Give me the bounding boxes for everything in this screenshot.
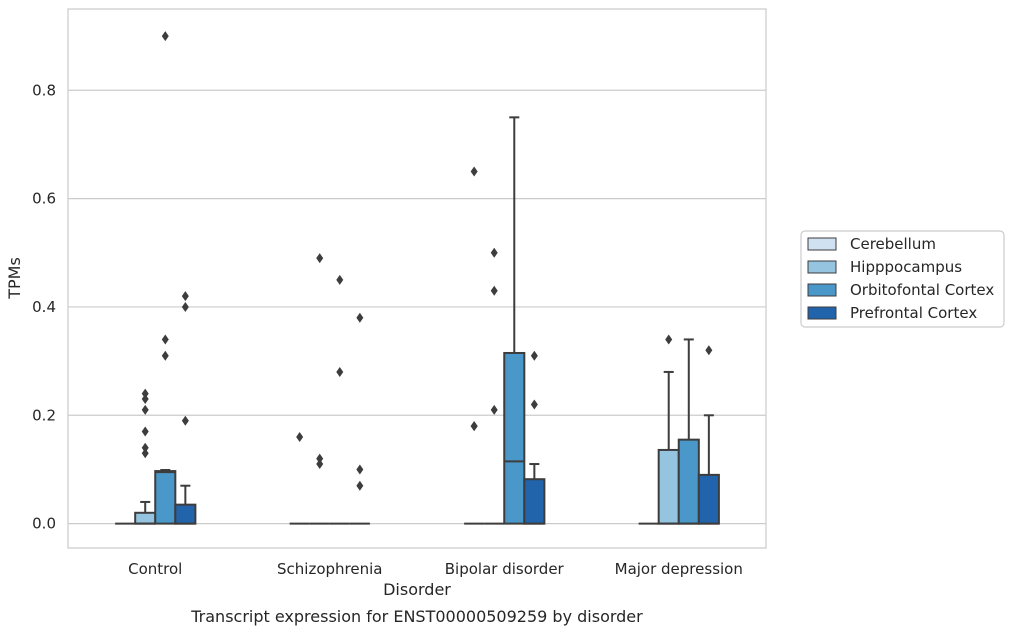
outlier-point: [336, 366, 344, 377]
outlier-point: [181, 415, 189, 426]
outlier-point: [665, 334, 673, 345]
box: [349, 312, 370, 525]
x-tick-label: Major depression: [615, 560, 743, 578]
box: [309, 253, 330, 525]
legend-label: Cerebellum: [850, 235, 936, 253]
box: [154, 31, 177, 525]
box: [503, 116, 526, 525]
box: [697, 345, 720, 525]
outlier-point: [316, 453, 324, 464]
outlier-point: [530, 350, 538, 361]
outlier-point: [316, 253, 324, 264]
outlier-point: [490, 247, 498, 258]
box: [289, 431, 310, 525]
outlier-point: [141, 388, 149, 399]
y-tick-label: 0.2: [32, 406, 56, 424]
y-axis-title: TPMs: [5, 257, 24, 300]
legend: Cerebellum Hipppocampus Orbitofontal Corte…: [800, 230, 1005, 328]
outlier-point: [141, 426, 149, 437]
outlier-point: [161, 31, 169, 42]
legend-swatch: [807, 260, 837, 274]
outlier-point: [141, 394, 149, 405]
category-group: [464, 116, 546, 525]
legend-label: Hipppocampus: [850, 258, 962, 276]
box-body: [523, 478, 546, 525]
outlier-point: [161, 350, 169, 361]
box: [464, 166, 485, 525]
x-tick-label: Bipolar disorder: [445, 560, 565, 578]
legend-frame: [800, 230, 1005, 328]
y-tick-labels: 0.0 0.2 0.4 0.6 0.8: [32, 81, 56, 532]
outlier-point: [490, 404, 498, 415]
outlier-point: [530, 399, 538, 410]
box-body: [657, 448, 680, 525]
category-group: [638, 334, 720, 525]
y-tick-label: 0.0: [32, 515, 56, 533]
x-tick-labels: Control Schizophrenia Bipolar disorder Majo…: [128, 560, 743, 578]
y-tick-label: 0.6: [32, 190, 56, 208]
category-group: [115, 31, 197, 525]
category-group: [289, 253, 370, 525]
box: [523, 350, 546, 525]
x-tick-label: Control: [128, 560, 182, 578]
legend-swatch: [807, 237, 837, 251]
outlier-point: [161, 334, 169, 345]
outlier-point: [490, 285, 498, 296]
outlier-point: [181, 291, 189, 302]
outlier-point: [356, 312, 364, 323]
outlier-point: [316, 459, 324, 470]
box-body: [174, 503, 197, 525]
box-body: [134, 511, 157, 525]
box-body: [697, 473, 720, 525]
outlier-point: [141, 448, 149, 459]
plot-frame: [67, 8, 767, 549]
box-body: [503, 351, 526, 525]
outlier-point: [356, 480, 364, 491]
box-body: [677, 438, 700, 525]
y-tick-label: 0.8: [32, 81, 56, 99]
outlier-point: [356, 464, 364, 475]
legend-swatch: [807, 306, 837, 320]
legend-label: Orbitofontal Cortex: [850, 281, 994, 299]
y-tick-label: 0.4: [32, 298, 56, 316]
plot-background: [68, 9, 766, 548]
chart-caption: Transcript expression for ENST0000050925…: [190, 607, 643, 626]
outlier-point: [141, 404, 149, 415]
x-tick-label: Schizophrenia: [277, 560, 382, 578]
box-body: [154, 470, 177, 525]
box: [657, 334, 680, 525]
box-groups: [115, 31, 720, 525]
outlier-point: [296, 431, 304, 442]
outlier-point: [705, 345, 713, 356]
outlier-point: [336, 274, 344, 285]
legend-swatch: [807, 283, 837, 297]
outlier-point: [470, 421, 478, 432]
box: [484, 247, 505, 525]
outlier-point: [141, 442, 149, 453]
box: [134, 388, 157, 525]
legend-label: Prefrontal Cortex: [850, 304, 977, 322]
box: [174, 291, 197, 525]
box: [329, 274, 350, 525]
x-axis-title: Disorder: [383, 580, 451, 599]
outlier-point: [470, 166, 478, 177]
outlier-point: [181, 301, 189, 312]
